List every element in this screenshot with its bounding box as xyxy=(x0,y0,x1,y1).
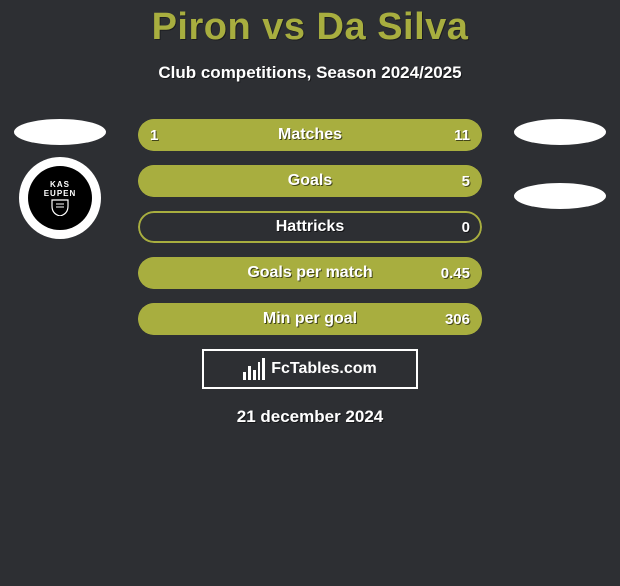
shield-icon xyxy=(50,198,70,216)
bar-value-right: 0.45 xyxy=(441,257,470,289)
bar-value-right: 306 xyxy=(445,303,470,335)
bar-value-right: 11 xyxy=(454,119,470,151)
bar-label: Hattricks xyxy=(138,211,482,243)
bar-value-right: 0 xyxy=(462,211,470,243)
comparison-area: KAS EUPEN Matches111Goals5Hattricks0Goal… xyxy=(0,119,620,335)
stat-bars: Matches111Goals5Hattricks0Goals per matc… xyxy=(110,119,510,335)
left-column: KAS EUPEN xyxy=(10,119,110,239)
stat-bar: Hattricks0 xyxy=(138,211,482,243)
bar-label: Min per goal xyxy=(138,303,482,335)
brand-text: FcTables.com xyxy=(271,360,377,378)
bar-value-right: 5 xyxy=(462,165,470,197)
date-label: 21 december 2024 xyxy=(0,407,620,427)
right-column xyxy=(510,119,610,209)
page-title: Piron vs Da Silva xyxy=(0,6,620,49)
stat-bar: Min per goal306 xyxy=(138,303,482,335)
stat-bar: Goals5 xyxy=(138,165,482,197)
right-flag-secondary xyxy=(514,183,606,209)
brand-badge: FcTables.com xyxy=(202,349,418,389)
left-club-logo: KAS EUPEN xyxy=(19,157,101,239)
stat-bar: Goals per match0.45 xyxy=(138,257,482,289)
bar-label: Matches xyxy=(138,119,482,151)
club-name-line1: KAS xyxy=(50,180,70,189)
stat-bar: Matches111 xyxy=(138,119,482,151)
bar-label: Goals per match xyxy=(138,257,482,289)
left-flag xyxy=(14,119,106,145)
right-flag xyxy=(514,119,606,145)
page-subtitle: Club competitions, Season 2024/2025 xyxy=(0,63,620,83)
club-badge-inner: KAS EUPEN xyxy=(28,166,92,230)
bar-label: Goals xyxy=(138,165,482,197)
bar-value-left: 1 xyxy=(150,119,158,151)
club-name-line2: EUPEN xyxy=(44,189,77,198)
chart-icon xyxy=(243,358,265,380)
